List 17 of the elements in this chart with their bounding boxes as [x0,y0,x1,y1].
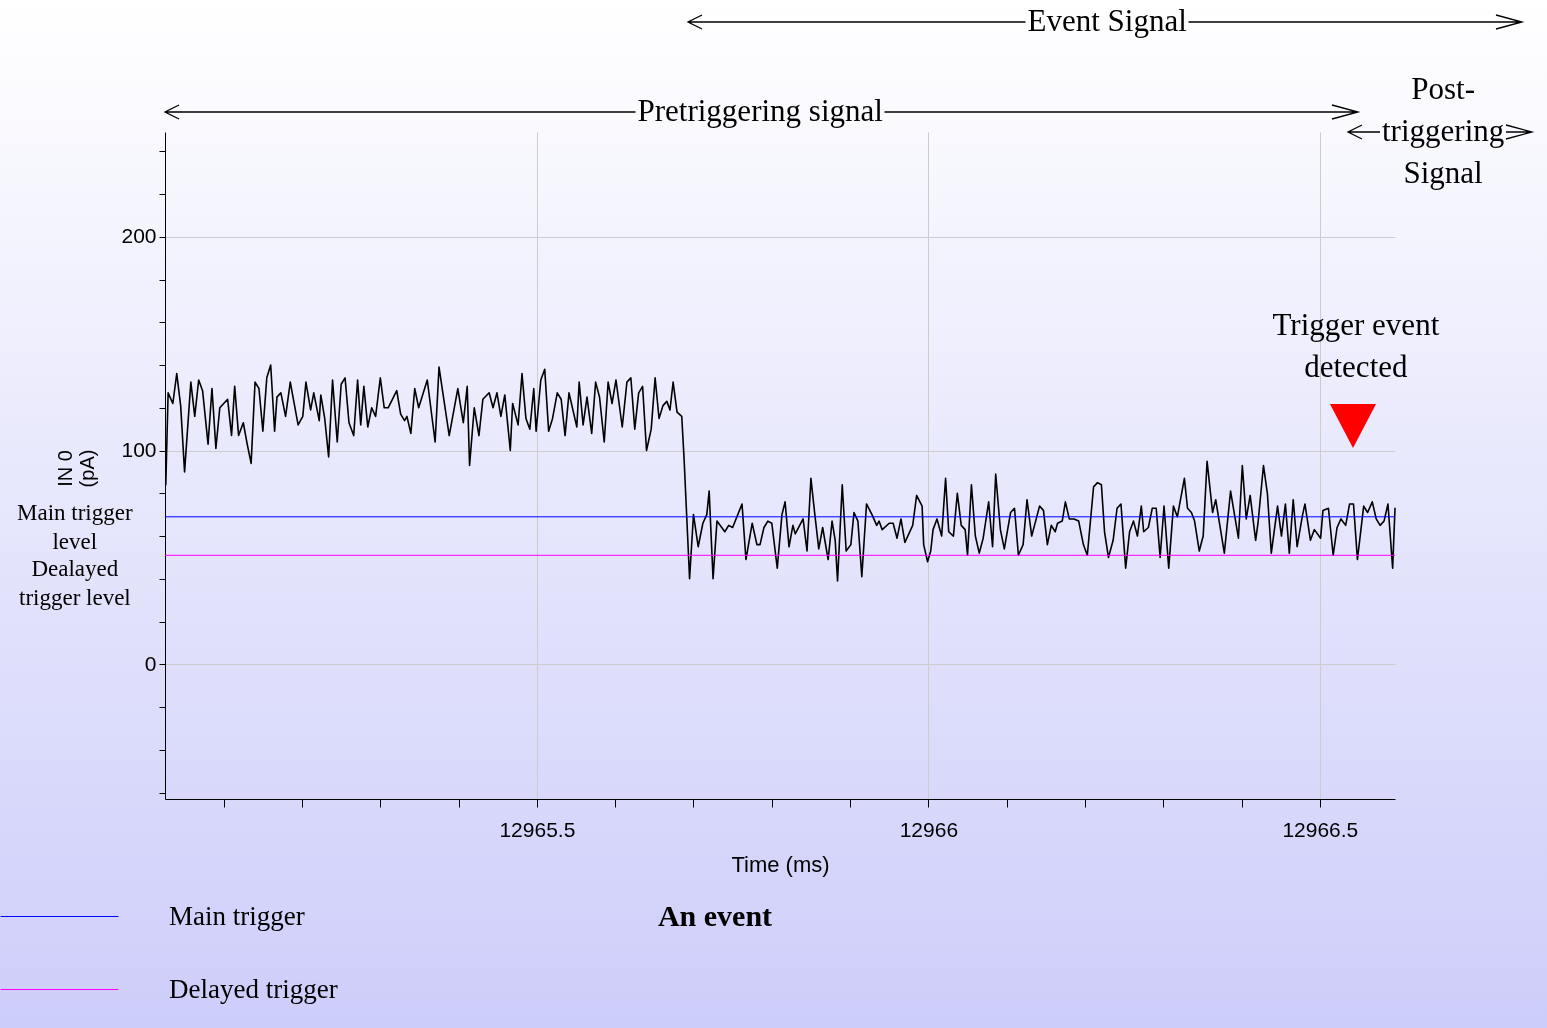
legend-label: Delayed trigger [169,973,338,1004]
text: Dealayed trigger level [19,555,131,612]
x-tick-label: 12966.5 [1282,817,1359,841]
legend-label: Main trigger [169,900,305,931]
x-tick-label: 12965.5 [499,817,576,841]
y-tick-label: 100 [121,438,157,462]
annotation: Trigger event detected [1272,306,1440,386]
annotation: Post-triggering Signal [1382,70,1505,192]
text: An event [657,899,773,932]
y-tick-label: 200 [121,224,157,248]
text: Main trigger level [17,499,133,556]
x-tick-label: 12966 [899,817,959,841]
text: Event Signal [1027,2,1187,40]
y-axis-title: IN 0 (pA) [53,449,98,488]
text: Pretriggering signal [637,92,883,130]
y-tick-label: 0 [144,651,157,675]
x-axis-title: Time (ms) [731,851,830,877]
